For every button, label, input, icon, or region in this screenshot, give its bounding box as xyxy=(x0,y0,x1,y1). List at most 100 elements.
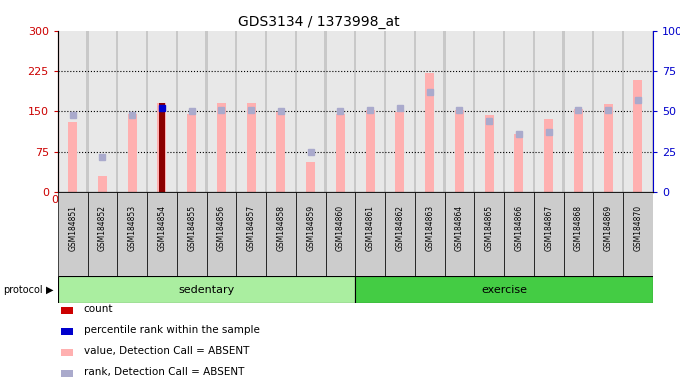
Bar xyxy=(296,31,326,192)
Bar xyxy=(564,192,593,276)
Bar xyxy=(396,113,405,192)
Bar xyxy=(98,176,107,192)
Text: GSM184855: GSM184855 xyxy=(187,205,196,251)
Text: GSM184868: GSM184868 xyxy=(574,205,583,251)
Bar xyxy=(59,31,86,192)
Bar xyxy=(177,192,207,276)
Bar xyxy=(147,192,177,276)
Bar xyxy=(593,192,623,276)
Text: GSM184854: GSM184854 xyxy=(158,205,167,251)
Bar xyxy=(237,31,265,192)
Bar xyxy=(385,31,415,192)
Text: GDS3134 / 1373998_at: GDS3134 / 1373998_at xyxy=(238,15,400,29)
Bar xyxy=(593,31,623,192)
Text: GSM184863: GSM184863 xyxy=(425,205,434,251)
Bar xyxy=(475,31,503,192)
Bar xyxy=(88,31,116,192)
Bar xyxy=(504,192,534,276)
Bar xyxy=(177,31,207,192)
Bar xyxy=(158,103,167,192)
Bar xyxy=(88,192,118,276)
Text: GSM184857: GSM184857 xyxy=(247,205,256,251)
Text: GSM184867: GSM184867 xyxy=(544,205,553,251)
Text: exercise: exercise xyxy=(481,285,527,295)
Bar xyxy=(485,115,494,192)
Bar xyxy=(475,31,504,192)
Bar xyxy=(623,31,653,192)
Text: GSM184862: GSM184862 xyxy=(396,205,405,251)
Bar xyxy=(415,192,445,276)
Text: GSM184869: GSM184869 xyxy=(604,205,613,251)
Bar xyxy=(623,192,653,276)
Bar xyxy=(237,31,266,192)
Bar xyxy=(366,110,375,192)
Bar xyxy=(58,192,88,276)
Bar xyxy=(88,31,118,192)
Bar xyxy=(68,122,77,192)
Bar xyxy=(266,192,296,276)
Bar xyxy=(267,31,294,192)
Bar xyxy=(237,192,266,276)
Bar xyxy=(159,103,165,192)
Bar xyxy=(504,31,534,192)
Bar xyxy=(277,113,286,192)
Bar xyxy=(425,73,434,192)
Text: rank, Detection Call = ABSENT: rank, Detection Call = ABSENT xyxy=(84,367,244,377)
Text: GSM184856: GSM184856 xyxy=(217,205,226,251)
Text: GSM184851: GSM184851 xyxy=(68,205,77,251)
Bar xyxy=(178,31,205,192)
Bar xyxy=(297,31,324,192)
Bar xyxy=(336,114,345,192)
Bar xyxy=(118,31,147,192)
Bar xyxy=(187,114,196,192)
Bar xyxy=(415,31,445,192)
Bar xyxy=(58,31,88,192)
Bar xyxy=(564,31,592,192)
Text: GSM184853: GSM184853 xyxy=(128,205,137,251)
Text: GSM184858: GSM184858 xyxy=(277,205,286,251)
Bar xyxy=(544,119,553,192)
Text: 0: 0 xyxy=(51,195,58,205)
Bar xyxy=(356,31,384,192)
Bar xyxy=(624,31,651,192)
Bar xyxy=(207,192,237,276)
Text: GSM184860: GSM184860 xyxy=(336,205,345,251)
Bar xyxy=(634,80,643,192)
Bar xyxy=(564,31,593,192)
Bar xyxy=(574,109,583,192)
Bar xyxy=(355,276,653,303)
Bar xyxy=(355,31,385,192)
Bar xyxy=(147,31,177,192)
Bar xyxy=(445,192,475,276)
Bar xyxy=(306,162,315,192)
Bar xyxy=(266,31,296,192)
Text: GSM184870: GSM184870 xyxy=(634,205,643,251)
Bar xyxy=(326,31,354,192)
Bar xyxy=(475,192,504,276)
Bar xyxy=(455,110,464,192)
Text: protocol: protocol xyxy=(3,285,43,295)
Bar xyxy=(604,104,613,192)
Text: GSM184864: GSM184864 xyxy=(455,205,464,251)
Text: GSM184861: GSM184861 xyxy=(366,205,375,251)
Text: GSM184865: GSM184865 xyxy=(485,205,494,251)
Text: value, Detection Call = ABSENT: value, Detection Call = ABSENT xyxy=(84,346,249,356)
Bar xyxy=(385,192,415,276)
Bar xyxy=(296,192,326,276)
Bar xyxy=(446,31,473,192)
Text: ▶: ▶ xyxy=(46,285,54,295)
Bar xyxy=(58,276,355,303)
Bar xyxy=(386,31,413,192)
Text: GSM184866: GSM184866 xyxy=(515,205,524,251)
Text: GSM184859: GSM184859 xyxy=(306,205,315,251)
Bar xyxy=(535,31,562,192)
Bar xyxy=(534,31,564,192)
Bar xyxy=(118,192,147,276)
Bar xyxy=(128,114,137,192)
Bar xyxy=(208,31,235,192)
Bar xyxy=(247,103,256,192)
Text: GSM184852: GSM184852 xyxy=(98,205,107,251)
Bar xyxy=(515,134,524,192)
Bar xyxy=(505,31,532,192)
Bar xyxy=(534,192,564,276)
